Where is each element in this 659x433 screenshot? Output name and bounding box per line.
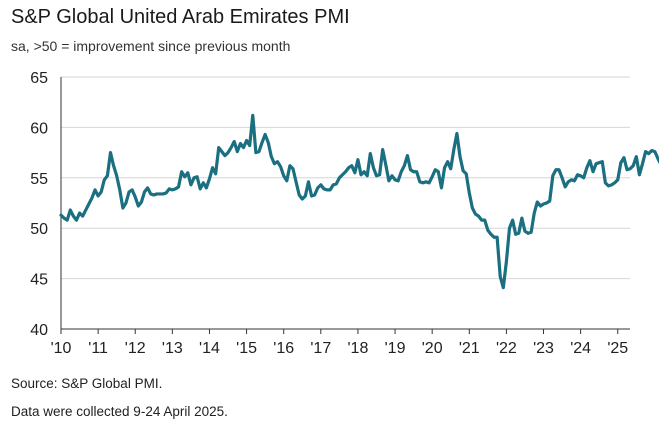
y-tick-label: 50 [30, 221, 48, 238]
x-tick-label: '19 [385, 340, 406, 357]
y-tick-label: 45 [30, 272, 48, 289]
y-axis-ticks: 40 45 50 55 60 65 [30, 70, 48, 339]
series-layer [59, 113, 659, 290]
collection-note: Data were collected 9-24 April 2025. [11, 404, 228, 419]
chart-title: S&P Global United Arab Emirates PMI [11, 6, 350, 28]
x-tick-label: '15 [236, 340, 257, 357]
x-tick-label: '21 [459, 340, 480, 357]
y-tick-label: 60 [30, 120, 48, 137]
series-line-0 [59, 113, 659, 290]
x-tick-label: '24 [570, 340, 591, 357]
x-tick-label: '25 [607, 340, 628, 357]
x-tick-label: '16 [273, 340, 294, 357]
x-tick-label: '20 [422, 340, 443, 357]
x-tick-label: '12 [125, 340, 146, 357]
x-tick-label: '22 [496, 340, 517, 357]
chart-subtitle: sa, >50 = improvement since previous mon… [11, 38, 291, 54]
source-note: Source: S&P Global PMI. [11, 376, 163, 391]
x-tick-label: '13 [162, 340, 183, 357]
y-tick-label: 65 [30, 70, 48, 87]
axes [60, 77, 630, 330]
x-tick-label: '18 [348, 340, 369, 357]
y-tick-label: 55 [30, 171, 48, 188]
y-tick-label: 40 [30, 322, 48, 339]
x-tick-label: '11 [88, 340, 108, 357]
x-tick-label: '23 [533, 340, 554, 357]
x-tick-label: '17 [310, 340, 331, 357]
x-axis-ticks: '10 '11 '12 '13 '14 '15 '16 '17 '18 '19 '20 '21 '22 '… [51, 329, 628, 357]
x-tick-label: '14 [199, 340, 220, 357]
x-tick-label: '10 [51, 340, 72, 357]
gridlines [61, 76, 630, 280]
